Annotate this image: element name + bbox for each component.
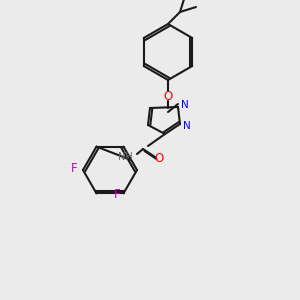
Text: O: O [154,152,164,166]
Text: NH: NH [118,152,133,162]
Text: N: N [183,121,191,131]
Text: F: F [114,188,121,201]
Text: N: N [181,100,189,110]
Text: F: F [71,163,78,176]
Text: O: O [164,89,172,103]
